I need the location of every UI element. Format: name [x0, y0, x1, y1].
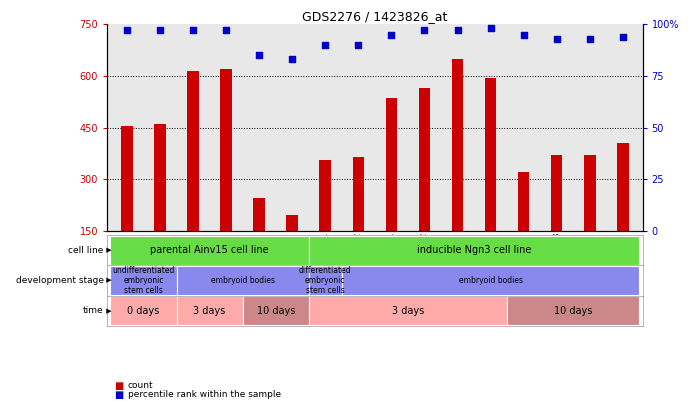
Text: undifferentiated
embryonic
stem cells: undifferentiated embryonic stem cells: [112, 266, 175, 295]
Point: [551, 36, 562, 42]
Bar: [176, 266, 309, 295]
Point: [287, 56, 298, 63]
Point: [122, 27, 133, 34]
Bar: [121, 126, 133, 231]
Point: [617, 34, 628, 40]
Bar: [452, 59, 463, 231]
Bar: [419, 88, 430, 231]
Bar: [352, 157, 364, 231]
Text: time: time: [83, 306, 104, 315]
Text: development stage: development stage: [16, 276, 104, 285]
Bar: [154, 124, 166, 231]
Text: ■: ■: [114, 381, 123, 390]
Bar: [287, 215, 298, 231]
Bar: [309, 236, 639, 265]
Point: [419, 27, 430, 34]
Bar: [111, 236, 309, 265]
Text: 3 days: 3 days: [193, 306, 226, 316]
Text: parental Ainv15 cell line: parental Ainv15 cell line: [150, 245, 269, 255]
Point: [254, 52, 265, 59]
Text: inducible Ngn3 cell line: inducible Ngn3 cell line: [417, 245, 531, 255]
Bar: [309, 296, 507, 326]
Title: GDS2276 / 1423826_at: GDS2276 / 1423826_at: [302, 10, 448, 23]
Point: [353, 42, 364, 48]
Text: 10 days: 10 days: [554, 306, 592, 316]
Point: [187, 27, 198, 34]
Point: [485, 25, 496, 32]
Bar: [518, 172, 529, 231]
Point: [452, 27, 463, 34]
Bar: [584, 155, 596, 231]
Point: [386, 32, 397, 38]
Text: embryoid bodies: embryoid bodies: [211, 276, 274, 285]
Text: percentile rank within the sample: percentile rank within the sample: [128, 390, 281, 399]
Bar: [254, 198, 265, 231]
Bar: [617, 143, 629, 231]
Point: [220, 27, 231, 34]
Bar: [111, 266, 176, 295]
Text: ▶: ▶: [104, 308, 112, 314]
Bar: [319, 160, 331, 231]
Text: cell line: cell line: [68, 245, 104, 255]
Text: ■: ■: [114, 390, 123, 400]
Text: embryoid bodies: embryoid bodies: [459, 276, 522, 285]
Point: [320, 42, 331, 48]
Bar: [176, 296, 243, 326]
Bar: [507, 296, 639, 326]
Bar: [187, 71, 199, 231]
Point: [518, 32, 529, 38]
Bar: [551, 155, 562, 231]
Text: 3 days: 3 days: [392, 306, 424, 316]
Bar: [485, 78, 496, 231]
Bar: [309, 266, 342, 295]
Bar: [220, 69, 232, 231]
Text: count: count: [128, 381, 153, 390]
Bar: [111, 296, 176, 326]
Bar: [243, 296, 309, 326]
Bar: [386, 98, 397, 231]
Bar: [342, 266, 639, 295]
Point: [155, 27, 166, 34]
Point: [584, 36, 595, 42]
Text: ▶: ▶: [104, 277, 112, 284]
Text: 0 days: 0 days: [127, 306, 160, 316]
Text: differentiated
embryonic
stem cells: differentiated embryonic stem cells: [299, 266, 352, 295]
Text: 10 days: 10 days: [256, 306, 295, 316]
Text: ▶: ▶: [104, 247, 112, 253]
